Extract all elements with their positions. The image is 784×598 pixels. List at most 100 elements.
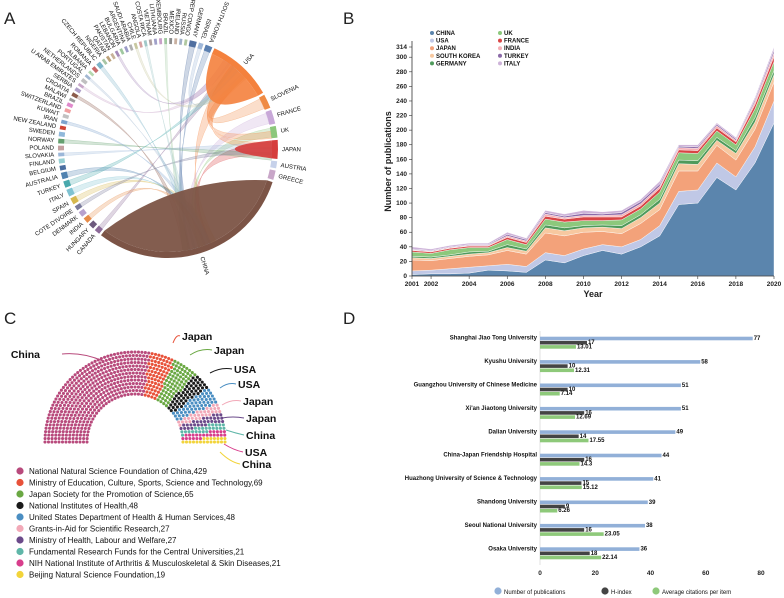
waffle-dot <box>184 437 188 441</box>
waffle-dot <box>56 419 60 423</box>
waffle-dot <box>185 384 189 389</box>
bar-value-label: 13.01 <box>577 344 593 350</box>
waffle-dot <box>143 393 147 397</box>
waffle-dot <box>44 430 48 434</box>
waffle-dot <box>209 407 213 411</box>
chord-arc <box>58 145 65 151</box>
waffle-dot <box>191 430 195 434</box>
bar-value-label: 22.14 <box>602 555 618 561</box>
waffle-dot <box>126 357 130 361</box>
waffle-dot <box>211 403 215 407</box>
chord-arc <box>188 40 197 48</box>
waffle-dot <box>209 433 213 437</box>
waffle-dot <box>100 383 104 387</box>
waffle-dot <box>182 364 186 369</box>
waffle-dot <box>75 430 79 434</box>
waffle-dot <box>173 402 177 406</box>
waffle-dot <box>109 383 113 387</box>
waffle-dot <box>214 400 218 404</box>
bar-2 <box>540 462 580 466</box>
category-label: Xi'an Jiaotong University <box>466 406 538 412</box>
waffle-dot <box>62 423 67 427</box>
waffle-dot <box>179 394 183 398</box>
bar-value-label: 18 <box>591 551 598 557</box>
bar-1 <box>540 387 568 392</box>
waffle-dot <box>162 370 166 374</box>
waffle-dot <box>83 426 87 430</box>
annotation-leader <box>189 349 213 356</box>
bar-2 <box>540 368 575 373</box>
waffle-dot <box>105 397 109 401</box>
bar-value-label: 51 <box>682 383 689 389</box>
waffle-dot <box>77 384 81 388</box>
waffle-dot <box>70 423 74 427</box>
bar-2 <box>540 438 589 443</box>
legend-label: Beijing Natural Science Foundation,19 <box>29 571 166 580</box>
bar-1 <box>540 411 585 415</box>
waffle-dot <box>146 394 151 398</box>
chord-arc <box>269 125 278 139</box>
chord-arc <box>271 139 278 160</box>
annotation-label: USA <box>234 364 257 376</box>
bar-0 <box>540 477 654 481</box>
waffle-dot <box>50 437 54 441</box>
waffle-dot <box>160 380 164 384</box>
waffle-dot <box>51 413 55 417</box>
waffle-dot <box>52 423 56 427</box>
waffle-dot <box>55 403 59 407</box>
chord-arc <box>59 125 67 131</box>
waffle-dot <box>196 404 200 408</box>
waffle-dot <box>106 361 110 366</box>
waffle-dot <box>215 430 219 434</box>
chord-arc <box>83 214 92 223</box>
waffle-dot <box>200 413 204 417</box>
y-tick-label: 300 <box>396 54 407 61</box>
waffle-dot <box>159 392 164 396</box>
waffle-dot <box>190 395 194 399</box>
waffle-dot <box>76 416 80 420</box>
legend-label: H-index <box>611 590 632 596</box>
waffle-dot <box>208 403 212 408</box>
chord-arc <box>183 39 188 46</box>
waffle-dot <box>74 386 78 390</box>
waffle-dot <box>136 392 140 396</box>
legend-name: Ministry of Education, Culture, Sports, … <box>29 479 252 488</box>
annotation-leader <box>225 429 245 436</box>
waffle-dot <box>163 363 167 367</box>
waffle-dot <box>100 364 104 368</box>
waffle-dot <box>182 382 186 386</box>
waffle-dot <box>152 385 156 389</box>
waffle-dot <box>88 370 92 375</box>
waffle-dot <box>198 383 202 387</box>
waffle-dot <box>215 426 219 430</box>
waffle-dot <box>85 437 89 441</box>
waffle-dot <box>85 385 90 389</box>
waffle-dot <box>156 398 160 402</box>
waffle-dot <box>157 383 161 387</box>
legend-name: Fundamental Research Funds for the Centr… <box>29 548 233 557</box>
waffle-dot <box>50 433 54 437</box>
chord-arc <box>96 61 104 70</box>
waffle-dot <box>119 387 123 391</box>
waffle-dot <box>95 374 99 378</box>
waffle-dot <box>118 391 122 395</box>
waffle-dot <box>209 440 213 444</box>
bar-value-label: 6.26 <box>558 508 570 514</box>
legend-value: 429 <box>194 467 208 476</box>
waffle-dot <box>206 410 210 414</box>
waffle-dot <box>93 371 97 375</box>
annotation-label: USA <box>245 447 268 459</box>
waffle-dot <box>105 377 109 381</box>
waffle-dot <box>201 416 206 420</box>
waffle-dot <box>198 440 203 444</box>
waffle-dot <box>110 398 114 402</box>
waffle-dot <box>87 426 91 431</box>
x-tick-label: 2006 <box>500 281 515 288</box>
country-label: LUXEMBOURG <box>154 0 163 35</box>
waffle-dot <box>218 423 222 427</box>
waffle-dot <box>169 409 173 413</box>
waffle-dot <box>96 365 101 369</box>
waffle-dot <box>136 361 141 365</box>
waffle-dot <box>210 410 214 414</box>
waffle-dot <box>112 381 117 386</box>
